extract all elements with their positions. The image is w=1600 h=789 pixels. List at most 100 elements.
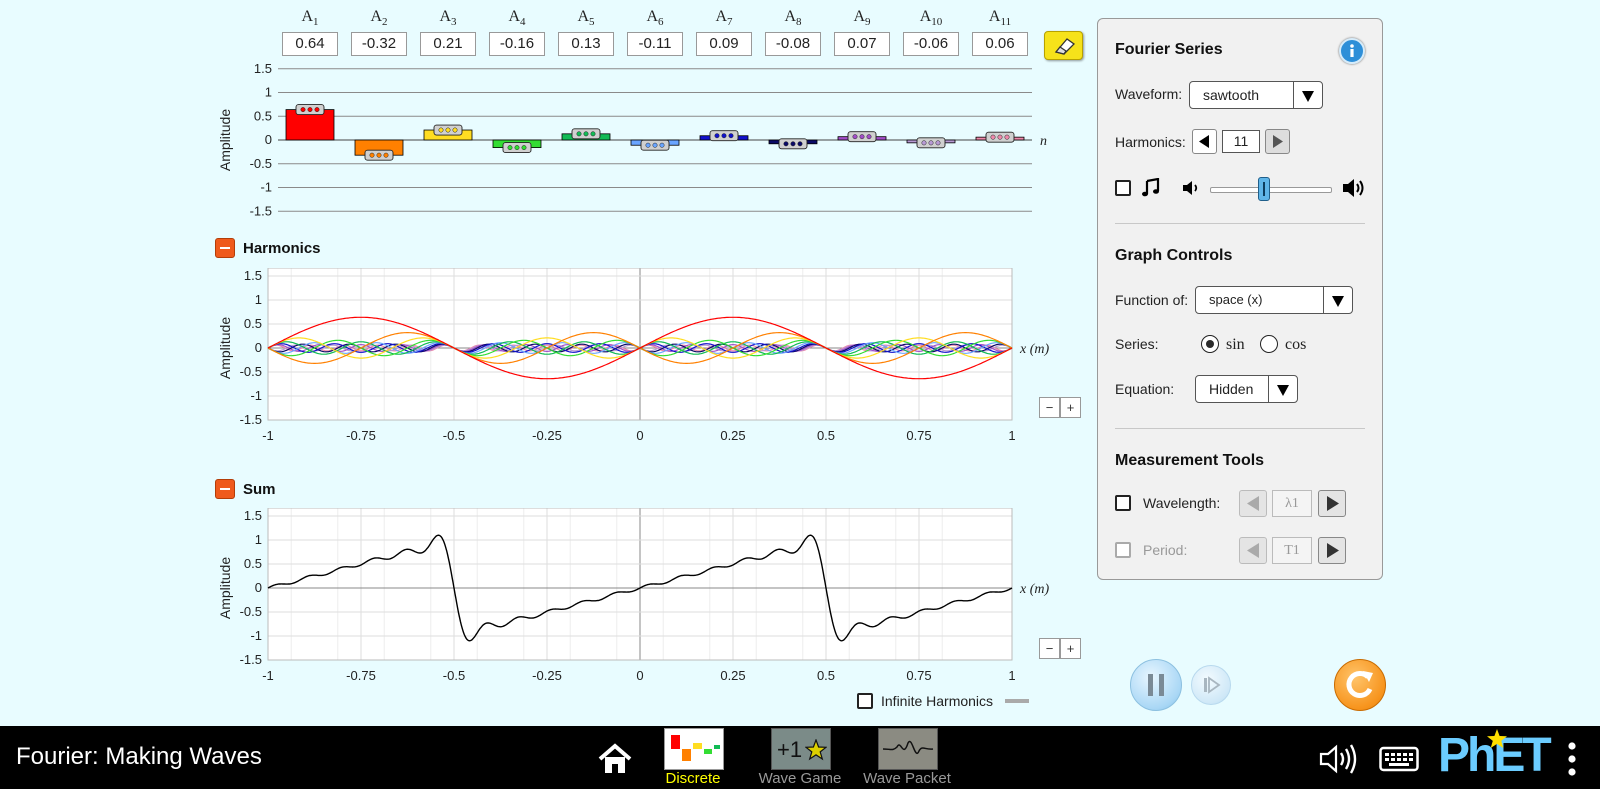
sum-xtick: -0.5: [443, 668, 465, 683]
amplitude-handle-dot: [866, 134, 872, 140]
amplitude-handle-dot: [1004, 134, 1010, 140]
amplitude-handle-dot: [652, 142, 658, 148]
step-forward-button[interactable]: [1191, 665, 1231, 705]
amplitude-handle-dot: [797, 141, 803, 147]
amp-value-9[interactable]: 0.07: [834, 32, 890, 56]
amplitude-handle-dot: [383, 152, 389, 158]
sum-xtick: 0.25: [720, 668, 745, 683]
pause-icon: [1148, 674, 1164, 696]
nav-wave-game-button[interactable]: +1: [771, 728, 831, 770]
equation-select[interactable]: Hidden: [1195, 375, 1298, 403]
eraser-button[interactable]: [1044, 31, 1083, 60]
amp-value-2[interactable]: -0.32: [351, 32, 407, 56]
amp-value-10[interactable]: -0.06: [903, 32, 959, 56]
amplitude-handle-dot: [507, 145, 513, 151]
amp-label-7: A7: [715, 8, 733, 29]
amp-value-8[interactable]: -0.08: [765, 32, 821, 56]
harmonics-increment-button[interactable]: [1265, 129, 1290, 154]
nav-discrete-button[interactable]: [664, 728, 724, 770]
sum-x-unit-label: x (m): [1019, 582, 1049, 597]
sum-zoom-in-button[interactable]: +: [1060, 638, 1081, 659]
nav-wave-packet-label: Wave Packet: [863, 770, 951, 787]
nav-wave-packet-button[interactable]: [878, 728, 938, 770]
period-decrement-button[interactable]: [1239, 537, 1267, 564]
volume-slider-track[interactable]: [1210, 187, 1332, 193]
sum-zoom-out-button[interactable]: −: [1039, 638, 1060, 659]
options-menu-icon[interactable]: [1566, 740, 1578, 778]
infinite-harmonics-checkbox[interactable]: [857, 693, 873, 709]
sum-xtick: 1: [1008, 668, 1015, 683]
sum-title: Sum: [243, 480, 276, 498]
volume-slider-thumb[interactable]: [1258, 177, 1270, 201]
wavelength-increment-button[interactable]: [1318, 490, 1346, 517]
sum-ytick: -1: [250, 628, 262, 643]
amp-label-5: A5: [577, 8, 595, 29]
sound-checkbox[interactable]: [1115, 180, 1131, 196]
triangle-right-icon: [1327, 496, 1339, 511]
harmonics-xtick: -0.75: [346, 428, 376, 443]
keyboard-icon[interactable]: [1379, 745, 1419, 773]
info-icon: [1350, 44, 1354, 57]
series-sin-radio[interactable]: [1201, 335, 1219, 353]
amplitude-handle-dot: [859, 134, 865, 140]
harmonics-value: 11: [1222, 130, 1260, 153]
harmonics-xtick: -1: [262, 428, 274, 443]
amp-value-3[interactable]: 0.21: [420, 32, 476, 56]
nav-wave-game-label: Wave Game: [758, 770, 842, 787]
phet-logo-star-icon: [1487, 729, 1507, 748]
amplitudes-ytick: 1: [265, 85, 272, 100]
pause-button[interactable]: [1130, 659, 1182, 711]
sum-collapse-button[interactable]: [215, 479, 235, 499]
amp-value-6[interactable]: -0.11: [627, 32, 683, 56]
sum-ytick: 1.5: [244, 508, 262, 523]
harmonics-decrement-button[interactable]: [1192, 129, 1217, 154]
sum-ytick: 0.5: [244, 556, 262, 571]
triangle-left-icon: [1199, 135, 1209, 148]
home-icon[interactable]: [596, 742, 634, 776]
harmonics-title: Harmonics: [243, 239, 321, 257]
wavelength-decrement-button[interactable]: [1239, 490, 1267, 517]
reset-icon: [1346, 671, 1373, 698]
control-panel: Fourier Series Waveform: sawtooth Harmon…: [1097, 18, 1383, 580]
wavelength-checkbox[interactable]: [1115, 495, 1131, 511]
period-checkbox[interactable]: [1115, 542, 1131, 558]
amplitude-handle-dot: [790, 141, 796, 147]
amp-label-10: A10: [919, 8, 943, 29]
waveform-select[interactable]: sawtooth: [1189, 81, 1323, 109]
chevron-down-icon: [1268, 376, 1297, 402]
amp-value-5[interactable]: 0.13: [558, 32, 614, 56]
amp-value-11[interactable]: 0.06: [972, 32, 1028, 56]
harmonics-collapse-button[interactable]: [215, 238, 235, 258]
sum-curve: [267, 534, 1013, 642]
separator: [1115, 428, 1365, 429]
amplitude-handle-dot: [314, 107, 320, 113]
fourier-series-title: Fourier Series: [1115, 41, 1223, 58]
harmonics-xtick: 0: [636, 428, 643, 443]
amplitude-handle-dot: [935, 140, 941, 146]
eraser-icon: [1054, 38, 1076, 55]
discrete-bars-icon: [671, 735, 720, 761]
harmonics-ytick: 0: [255, 340, 262, 355]
harmonics-zoom-in-button[interactable]: +: [1060, 397, 1081, 418]
amp-label-2: A2: [370, 8, 388, 29]
amplitudes-ytick: -1.5: [250, 203, 272, 218]
amp-value-1[interactable]: 0.64: [282, 32, 338, 56]
sound-toggle-icon[interactable]: [1318, 742, 1360, 776]
harmonics-zoom-out-button[interactable]: −: [1039, 397, 1060, 418]
function-of-value: space (x): [1209, 292, 1263, 307]
amp-value-7[interactable]: 0.09: [696, 32, 752, 56]
function-of-select[interactable]: space (x): [1195, 286, 1353, 314]
sum-xtick: -0.75: [346, 668, 376, 683]
reset-button[interactable]: [1334, 659, 1386, 711]
wavelength-label: Wavelength:: [1143, 495, 1221, 511]
sum-axis-label: Amplitude: [217, 557, 233, 619]
period-increment-button[interactable]: [1318, 537, 1346, 564]
amp-label-1: A1: [301, 8, 319, 29]
info-button[interactable]: [1339, 38, 1365, 64]
amplitude-handle-dot: [583, 131, 589, 137]
series-cos-radio[interactable]: [1260, 335, 1278, 353]
amplitude-handle-dot: [852, 134, 858, 140]
amp-label-6: A6: [646, 8, 664, 29]
harmonics-x-unit-label: x (m): [1019, 342, 1049, 357]
amp-value-4[interactable]: -0.16: [489, 32, 545, 56]
